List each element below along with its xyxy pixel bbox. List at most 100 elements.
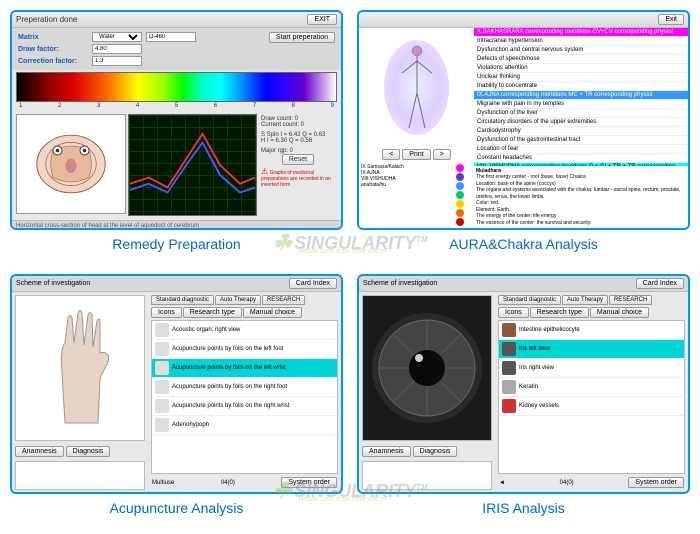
subtab[interactable]: Icons (151, 307, 182, 318)
thumb-icon (155, 380, 169, 394)
thumb-icon (502, 342, 516, 356)
acu-panel: Scheme of investigation Card Index Anamn… (10, 274, 343, 494)
diagnosis-button[interactable]: Diagnosis (66, 446, 111, 457)
acu-caption: Acupuncture Analysis (110, 500, 244, 516)
status-bar: Horizontal cross-section of head at the … (12, 220, 341, 230)
list-item[interactable]: Acupuncture points by foils on the left … (152, 340, 337, 359)
current-count: Current count: 0 (261, 122, 335, 128)
card-index-button[interactable]: Card Index (289, 278, 337, 289)
thumb-icon (502, 361, 516, 375)
list-item[interactable]: Acupuncture points by foils on the right… (152, 397, 337, 416)
h-reading: H I = 6.30 Q = 0.58 (261, 138, 335, 144)
subtab[interactable]: Research type (183, 307, 242, 318)
matrix-select[interactable]: Water (92, 32, 142, 42)
matrix-value[interactable] (146, 32, 196, 42)
aura-list-item[interactable]: Migraine with pain in my temples (474, 100, 688, 109)
draw-label: Draw factor: (18, 46, 88, 53)
aura-list-item[interactable]: Dysfunction of the liver (474, 109, 688, 118)
remedy-title: Preperation done (16, 15, 77, 24)
remedy-caption: Remedy Preparation (112, 236, 240, 252)
tab[interactable]: Auto Therapy (562, 295, 608, 305)
subtab[interactable]: Icons (498, 307, 529, 318)
thumb-icon (155, 323, 169, 337)
tab[interactable]: Standard diagnostic (151, 295, 214, 305)
notes-box[interactable] (15, 461, 145, 490)
chakra-dot (456, 173, 464, 181)
warning-icon: ⚠ (261, 167, 268, 176)
corr-value[interactable] (92, 56, 142, 66)
draw-value[interactable] (92, 44, 142, 54)
chakra-label: anahata/hu (361, 182, 448, 188)
print-button[interactable]: Print (402, 149, 430, 160)
aura-list-item[interactable]: Location of fear (474, 145, 688, 154)
pager-left[interactable]: ◄ (499, 480, 505, 486)
subtab[interactable]: Manual choice (590, 307, 649, 318)
iris-panel: Scheme of investigation Card Index Anamn… (357, 274, 690, 494)
thumb-icon (502, 399, 516, 413)
notes-box[interactable] (362, 461, 492, 490)
tab[interactable]: RESEARCH (609, 295, 652, 305)
corr-label: Correction factor: (18, 58, 88, 65)
chakra-dot (456, 191, 464, 199)
aura-titlebar: Exit (359, 12, 688, 28)
chakra-dot (456, 200, 464, 208)
subtab[interactable]: Research type (530, 307, 589, 318)
iris-image (362, 295, 492, 441)
list-item[interactable]: Iris right view (499, 359, 684, 378)
list-item[interactable]: Intestine epithelicocyte (499, 321, 684, 340)
diagnosis-button[interactable]: Diagnosis (413, 446, 458, 457)
list-item[interactable]: Acoustic organ; right view (152, 321, 337, 340)
card-index-button[interactable]: Card Index (636, 278, 684, 289)
scheme-title: Scheme of investigation (363, 280, 437, 287)
subtab[interactable]: Manual choice (243, 307, 302, 318)
reset-button[interactable]: Reset (282, 154, 314, 165)
aura-list-item[interactable]: Violations attention (474, 64, 688, 73)
pager-mid: 04(0) (221, 480, 235, 486)
list-item[interactable]: Kidney vessels (499, 397, 684, 416)
list-item[interactable]: Iris left view (499, 340, 684, 359)
exit-button[interactable]: EXIT (307, 14, 337, 25)
aura-list-item[interactable]: Dysfunction of the gastrointestinal trac… (474, 136, 688, 145)
list-item[interactable]: Keratin (499, 378, 684, 397)
list-item[interactable]: Acupuncture points by foils on the right… (152, 378, 337, 397)
iris-caption: IRIS Analysis (482, 500, 564, 516)
next-button[interactable]: > (433, 149, 451, 160)
desc-title: Muladhara (476, 168, 501, 174)
tab[interactable]: Auto Therapy (215, 295, 261, 305)
aura-list-item[interactable]: IX.AJNA corresponding meridians MC + TR … (474, 91, 688, 100)
spectrum-bar: 123456789 (16, 72, 337, 102)
aura-list-item[interactable]: Inability to concentrate (474, 82, 688, 91)
prev-button[interactable]: < (382, 149, 400, 160)
pager-mid: 04(0) (560, 480, 574, 486)
chakra-dot (456, 209, 464, 217)
aura-list-item[interactable]: Unclear thinking (474, 73, 688, 82)
warning-text: Graphs of medicinal preparations are rec… (261, 170, 331, 188)
pager-left[interactable]: Multiuse (152, 480, 174, 486)
start-button[interactable]: Start preperation (269, 32, 335, 43)
remedy-titlebar: Preperation done EXIT (12, 12, 341, 28)
aura-list-item[interactable]: Constant headaches (474, 154, 688, 163)
list-item[interactable]: Adenohypoph (152, 416, 337, 435)
aura-list-item[interactable]: Defects of speech/nose (474, 55, 688, 64)
aura-list-item[interactable]: Dysfunction and central nervous system (474, 46, 688, 55)
matrix-label: Matrix (18, 34, 88, 41)
thumb-icon (502, 323, 516, 337)
aura-list-item[interactable]: Circulatory disorders of the upper extre… (474, 118, 688, 127)
aura-panel: Exit < Print > IX Samsara/Kal (357, 10, 690, 230)
system-order-button[interactable]: System order (281, 477, 337, 488)
system-order-button[interactable]: System order (628, 477, 684, 488)
aura-list-item[interactable]: Cardiodystrophy (474, 127, 688, 136)
thumb-icon (155, 399, 169, 413)
tab[interactable]: RESEARCH (262, 295, 305, 305)
thumb-icon (155, 361, 169, 375)
anamnesis-button[interactable]: Anamnesis (15, 446, 64, 457)
list-item[interactable]: Acupuncture points by foils on the left … (152, 359, 337, 378)
aura-list-item[interactable]: Intracranial hypertension (474, 37, 688, 46)
remedy-panel: Preperation done EXIT Matrix Water Draw … (10, 10, 343, 230)
scheme-title: Scheme of investigation (16, 280, 90, 287)
desc-body: The first energy center - root (base, ba… (476, 174, 681, 226)
aura-exit-button[interactable]: Exit (658, 14, 684, 25)
aura-header[interactable]: X.SAKHASRARA corresponding meridians GV+… (474, 28, 688, 37)
anamnesis-button[interactable]: Anamnesis (362, 446, 411, 457)
tab[interactable]: Standard diagnostic (498, 295, 561, 305)
